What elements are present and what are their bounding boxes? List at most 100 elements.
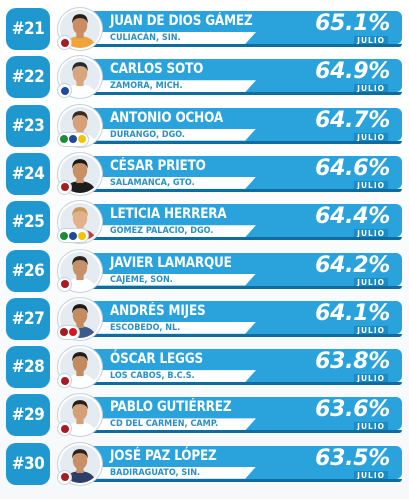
- party-logo-icon: [58, 229, 88, 243]
- name-bar: ANTONIO OCHOA DURANGO, DGO. 64.7% JULIO: [76, 107, 402, 144]
- city-strip: DURANGO, DGO.: [76, 128, 256, 141]
- pan-logo-icon: [69, 135, 77, 144]
- avatar: [58, 249, 102, 292]
- month-label: JULIO: [354, 229, 388, 240]
- city-strip: GÓMEZ PALACIO, DGO.: [76, 225, 256, 238]
- city-strip: LOS CABOS, B.C.S.: [76, 370, 256, 383]
- city-label: SALAMANCA, GTO.: [110, 177, 195, 188]
- morena-logo-icon: [60, 376, 69, 385]
- ranking-row: #28 ÓSCAR LEGGS LOS CABOS, B.C.S. 63.8% …: [0, 344, 409, 390]
- pan-logo-icon: [60, 86, 69, 95]
- party-logo-icon: [58, 132, 88, 146]
- city-strip: ZAMORA, MICH.: [76, 80, 256, 93]
- rank-badge: #23: [6, 104, 50, 147]
- approval-percent: 64.9%: [315, 59, 390, 85]
- name-bar: ANDRÉS MIJES ESCOBEDO, NL. 64.1% JULIO: [76, 300, 402, 337]
- city-label: ESCOBEDO, NL.: [110, 322, 181, 333]
- city-label: BADIRAGUATO, SIN.: [110, 467, 201, 478]
- city-label: DURANGO, DGO.: [110, 129, 186, 140]
- month-label: JULIO: [354, 36, 388, 46]
- ranking-row: #24 CÉSAR PRIETO SALAMANCA, GTO. 64.6% J…: [0, 151, 409, 197]
- party-logo-icon: [58, 84, 71, 98]
- month-label: JULIO: [354, 325, 388, 336]
- rank-badge: #21: [6, 8, 50, 50]
- ranking-row: #22 CARLOS SOTO ZAMORA, MICH. 64.9% JULI…: [0, 54, 409, 100]
- rank-badge: #28: [6, 346, 50, 389]
- ranking-row: #30 JOSÉ PAZ LÓPEZ BADIRAGUATO, SIN. 63.…: [0, 441, 409, 487]
- rank-badge: #26: [6, 249, 50, 292]
- morena-logo-icon: [60, 183, 69, 192]
- rank-badge: #22: [6, 56, 50, 99]
- person-name: LETICIA HERRERA: [110, 206, 227, 223]
- party-logo-icon: [58, 36, 71, 49]
- rank-badge: #30: [6, 442, 50, 485]
- month-label: JULIO: [354, 470, 388, 481]
- city-strip: CULIACÁN, SIN.: [76, 32, 256, 44]
- city-label: CAJEME, SON.: [110, 274, 173, 285]
- city-strip: ESCOBEDO, NL.: [76, 321, 256, 334]
- person-name: ANTONIO OCHOA: [110, 109, 223, 126]
- party-logo-icon: [58, 422, 71, 436]
- city-label: CD DEL CARMEN, CAMP.: [110, 419, 219, 430]
- person-name: CÉSAR PRIETO: [110, 157, 206, 174]
- person-name: JAVIER LAMARQUE: [110, 254, 232, 271]
- prd-logo-icon: [78, 135, 86, 144]
- person-name: JUAN DE DIOS GÁMEZ: [110, 13, 253, 29]
- ranking-row: #27 ANDRÉS MIJES ESCOBEDO, NL. 64.1% JUL…: [0, 296, 409, 342]
- approval-percent: 63.6%: [315, 397, 390, 423]
- city-label: GÓMEZ PALACIO, DGO.: [110, 226, 214, 237]
- month-label: JULIO: [354, 84, 388, 95]
- city-strip: CAJEME, SON.: [76, 273, 256, 286]
- month-label: JULIO: [354, 422, 388, 433]
- morena-logo-icon: [60, 473, 69, 482]
- person-name: PABLO GUTIÉRREZ: [110, 399, 232, 416]
- approval-percent: 64.6%: [315, 155, 390, 181]
- pri-logo-icon: [60, 231, 68, 240]
- month-label: JULIO: [354, 277, 388, 288]
- party-logo-icon: [58, 374, 71, 388]
- person-name: CARLOS SOTO: [110, 61, 204, 78]
- ranking-row: #23 ANTONIO OCHOA DURANGO, DGO. 64.7% JU…: [0, 103, 409, 149]
- party-logo-icon: [58, 325, 79, 339]
- pt-logo-icon: [69, 328, 77, 337]
- name-bar: PABLO GUTIÉRREZ CD DEL CARMEN, CAMP. 63.…: [76, 397, 402, 434]
- city-strip: CD DEL CARMEN, CAMP.: [76, 418, 256, 431]
- city-strip: SALAMANCA, GTO.: [76, 176, 256, 189]
- prd-logo-icon: [78, 231, 86, 240]
- morena-logo-icon: [60, 328, 68, 337]
- name-bar: JOSÉ PAZ LÓPEZ BADIRAGUATO, SIN. 63.5% J…: [76, 445, 402, 482]
- name-bar: LETICIA HERRERA GÓMEZ PALACIO, DGO. 64.4…: [76, 204, 402, 241]
- pri-logo-icon: [60, 135, 68, 144]
- person-name: JOSÉ PAZ LÓPEZ: [110, 447, 217, 464]
- avatar: [58, 442, 102, 485]
- month-label: JULIO: [354, 180, 388, 191]
- avatar: [58, 104, 102, 147]
- approval-percent: 64.1%: [315, 300, 390, 326]
- city-label: CULIACÁN, SIN.: [110, 33, 181, 43]
- approval-percent: 64.7%: [315, 107, 390, 133]
- city-strip: BADIRAGUATO, SIN.: [76, 466, 256, 479]
- morena-logo-icon: [60, 280, 69, 288]
- month-label: JULIO: [354, 374, 388, 385]
- approval-percent: 63.8%: [315, 349, 390, 375]
- party-logo-icon: [58, 277, 71, 291]
- ranking-row: #29 PABLO GUTIÉRREZ CD DEL CARMEN, CAMP.…: [0, 392, 409, 438]
- person-name: ANDRÉS MIJES: [110, 302, 206, 319]
- name-bar: ÓSCAR LEGGS LOS CABOS, B.C.S. 63.8% JULI…: [76, 349, 402, 386]
- month-label: JULIO: [354, 132, 388, 143]
- person-photo-icon: [60, 10, 100, 48]
- person-photo-icon: [60, 444, 100, 483]
- name-bar: JAVIER LAMARQUE CAJEME, SON. 64.2% JULIO: [76, 252, 402, 289]
- ranking-row: #21 JUAN DE DIOS GÁMEZ CULIACÁN, SIN. 65…: [0, 6, 409, 52]
- party-logo-icon: [58, 180, 71, 194]
- rank-badge: #27: [6, 297, 50, 340]
- rank-badge: #29: [6, 394, 50, 437]
- approval-percent: 64.4%: [315, 204, 390, 230]
- ranking-row: #25 LETICIA HERRERA GÓMEZ PALACIO, DGO. …: [0, 199, 409, 245]
- morena-logo-icon: [60, 424, 69, 433]
- approval-percent: 63.5%: [315, 445, 390, 471]
- name-bar: CARLOS SOTO ZAMORA, MICH. 64.9% JULIO: [76, 59, 402, 96]
- city-label: LOS CABOS, B.C.S.: [110, 371, 195, 382]
- avatar: [58, 8, 102, 50]
